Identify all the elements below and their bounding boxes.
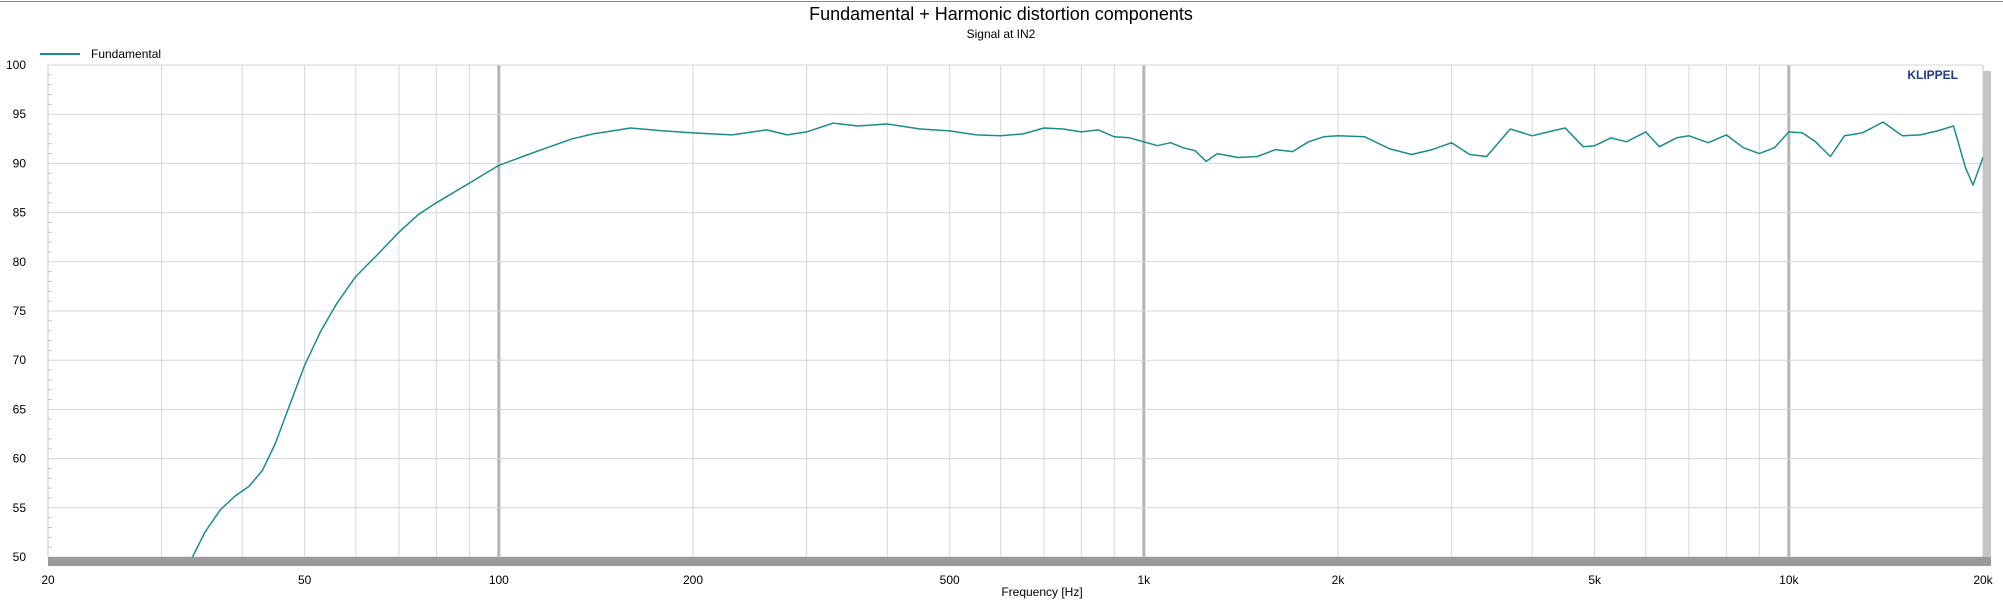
tick-labels: 20 50 100 200 500 1k 2k 5k 10k 20k 50 55 60 65 70 75 80 8…: [6, 58, 1994, 587]
x-axis-bar: [48, 557, 1991, 566]
data-layer: [191, 121, 1984, 558]
y-tick-label: 55: [13, 501, 27, 515]
chart-subtitle: Signal at IN2: [967, 27, 1036, 41]
x-tick-label: 5k: [1588, 573, 1602, 587]
legend-label-fundamental: Fundamental: [91, 47, 161, 61]
y-tick-label: 100: [6, 58, 26, 72]
x-tick-label: 100: [489, 573, 509, 587]
legend: Fundamental: [40, 47, 161, 61]
x-tick-label: 50: [298, 573, 312, 587]
y-tick-label: 70: [13, 353, 27, 367]
chart-title: Fundamental + Harmonic distortion compon…: [809, 4, 1193, 24]
y-tick-label: 80: [13, 255, 27, 269]
y-tick-label: 60: [13, 452, 27, 466]
brand-label: KLIPPEL: [1907, 68, 1958, 82]
x-tick-label: 1k: [1137, 573, 1151, 587]
x-tick-label: 20: [41, 573, 55, 587]
x-tick-label: 500: [940, 573, 960, 587]
y-tick-label: 85: [13, 206, 27, 220]
grid: [47, 64, 1984, 558]
series-line-fundamental: [191, 121, 1984, 558]
x-tick-label: 10k: [1779, 573, 1799, 587]
x-axis-label: Frequency [Hz]: [1001, 585, 1082, 599]
y-tick-label: 90: [13, 156, 27, 170]
y-tick-label: 65: [13, 402, 27, 416]
y-tick-label: 75: [13, 304, 27, 318]
x-tick-label: 200: [683, 573, 703, 587]
x-tick-label: 2k: [1332, 573, 1346, 587]
y-tick-label: 95: [13, 107, 27, 121]
plot-right-shadow: [1983, 71, 1991, 557]
y-tick-label: 50: [13, 550, 27, 564]
plot-frame: [47, 64, 1991, 566]
x-tick-label: 20k: [1973, 573, 1993, 587]
